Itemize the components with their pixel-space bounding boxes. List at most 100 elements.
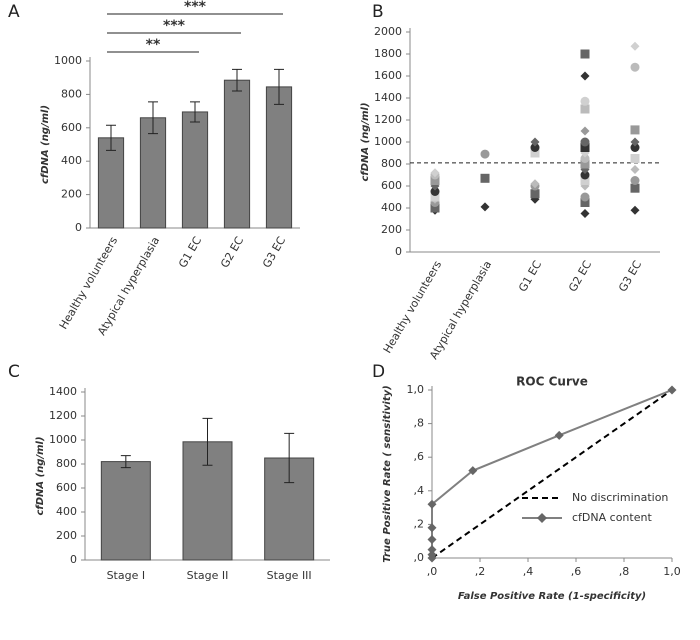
point [580,154,590,163]
point [580,170,590,180]
marker [427,535,437,545]
error-bar [106,124,116,151]
point [630,125,640,135]
y-tick-label: 200 [61,188,82,201]
y-tick-label: ,2 [414,517,425,530]
point [580,192,590,202]
x-tick-label: 1,0 [663,565,681,578]
x-tick-label: Stage II [187,569,229,582]
point [430,203,440,213]
point [580,176,590,185]
y-tick-label: 600 [56,481,77,494]
point [580,49,590,59]
x-tick-label: Stage I [107,569,146,582]
y-axis-label: cfDNA (ng/ml) [360,102,371,181]
x-tick-label: ,4 [523,565,534,578]
y-tick-label: 400 [381,201,402,214]
legend-label: No discrimination [572,491,668,504]
marker [427,550,437,560]
point [580,137,590,147]
significance-label: ** [146,37,161,53]
y-tick-label: 1,0 [407,383,425,396]
point [480,149,490,159]
y-tick-label: 1600 [374,69,402,82]
x-tick-label: G1 EC [176,234,204,270]
point [630,143,640,152]
significance-label: *** [163,18,186,34]
y-tick-label: 200 [56,529,77,542]
y-tick-label: ,8 [414,417,425,430]
y-tick-label: 1200 [49,409,77,422]
error-bar [274,68,284,105]
point [580,126,590,136]
marker [667,385,677,395]
point [630,137,640,147]
point [530,148,540,158]
y-tick-label: 0 [395,245,402,258]
bar [181,111,209,229]
point [580,104,590,114]
y-tick-label: 1000 [49,433,77,446]
y-tick-label: 0 [70,553,77,566]
x-tick-label: G1 EC [516,258,544,294]
chart-title: ROC Curve [516,375,588,389]
y-tick-label: 0 [75,221,82,234]
y-tick-label: 2000 [374,25,402,38]
x-tick-label: ,2 [475,565,486,578]
error-bar [232,68,242,92]
legend-label: cfDNA content [572,511,652,524]
x-tick-label: G3 EC [260,234,288,270]
x-tick-label: G2 EC [566,258,594,294]
point [530,189,540,199]
y-tick-label: 600 [381,179,402,192]
point [580,71,590,81]
bar [97,137,125,229]
y-tick-label: 800 [381,157,402,170]
point [630,205,640,215]
y-tick-label: 1400 [49,385,77,398]
bar [139,117,167,229]
x-tick-label: ,8 [619,565,630,578]
point [630,62,640,72]
y-axis-label: True Positive Rate ( sensitivity) [382,385,393,562]
point [430,187,440,196]
point [630,165,640,174]
y-tick-label: 1000 [54,54,82,67]
error-bar [202,417,213,466]
y-tick-label: 600 [61,121,82,134]
y-axis-label: cfDNA (ng/ml) [40,105,51,184]
point [530,179,540,189]
y-tick-label: ,4 [414,484,425,497]
point [580,143,590,152]
marker [554,430,564,440]
panel-label: C [8,362,20,382]
point [580,209,590,218]
x-tick-label: Stage III [267,569,312,582]
marker [427,523,437,533]
bar [100,461,151,561]
y-tick-label: 400 [56,505,77,518]
bar [265,86,293,229]
point [530,137,540,147]
y-tick-label: 200 [381,223,402,236]
y-tick-label: 800 [56,457,77,470]
marker [427,499,437,509]
x-tick-label: G3 EC [616,258,644,294]
y-tick-label: 400 [61,154,82,167]
point [580,96,590,106]
x-axis-label: False Positive Rate (1-specificity) [458,591,646,602]
panel-label: B [372,2,384,22]
error-bar [284,432,295,484]
point [630,183,640,193]
point [630,154,640,163]
point [580,159,590,169]
y-tick-label: 1000 [374,135,402,148]
y-tick-label: 1200 [374,113,402,126]
point [630,176,640,185]
panel-label: D [372,362,385,382]
line [431,389,673,559]
error-bar [190,101,200,123]
point [430,168,440,178]
marker [468,466,478,476]
